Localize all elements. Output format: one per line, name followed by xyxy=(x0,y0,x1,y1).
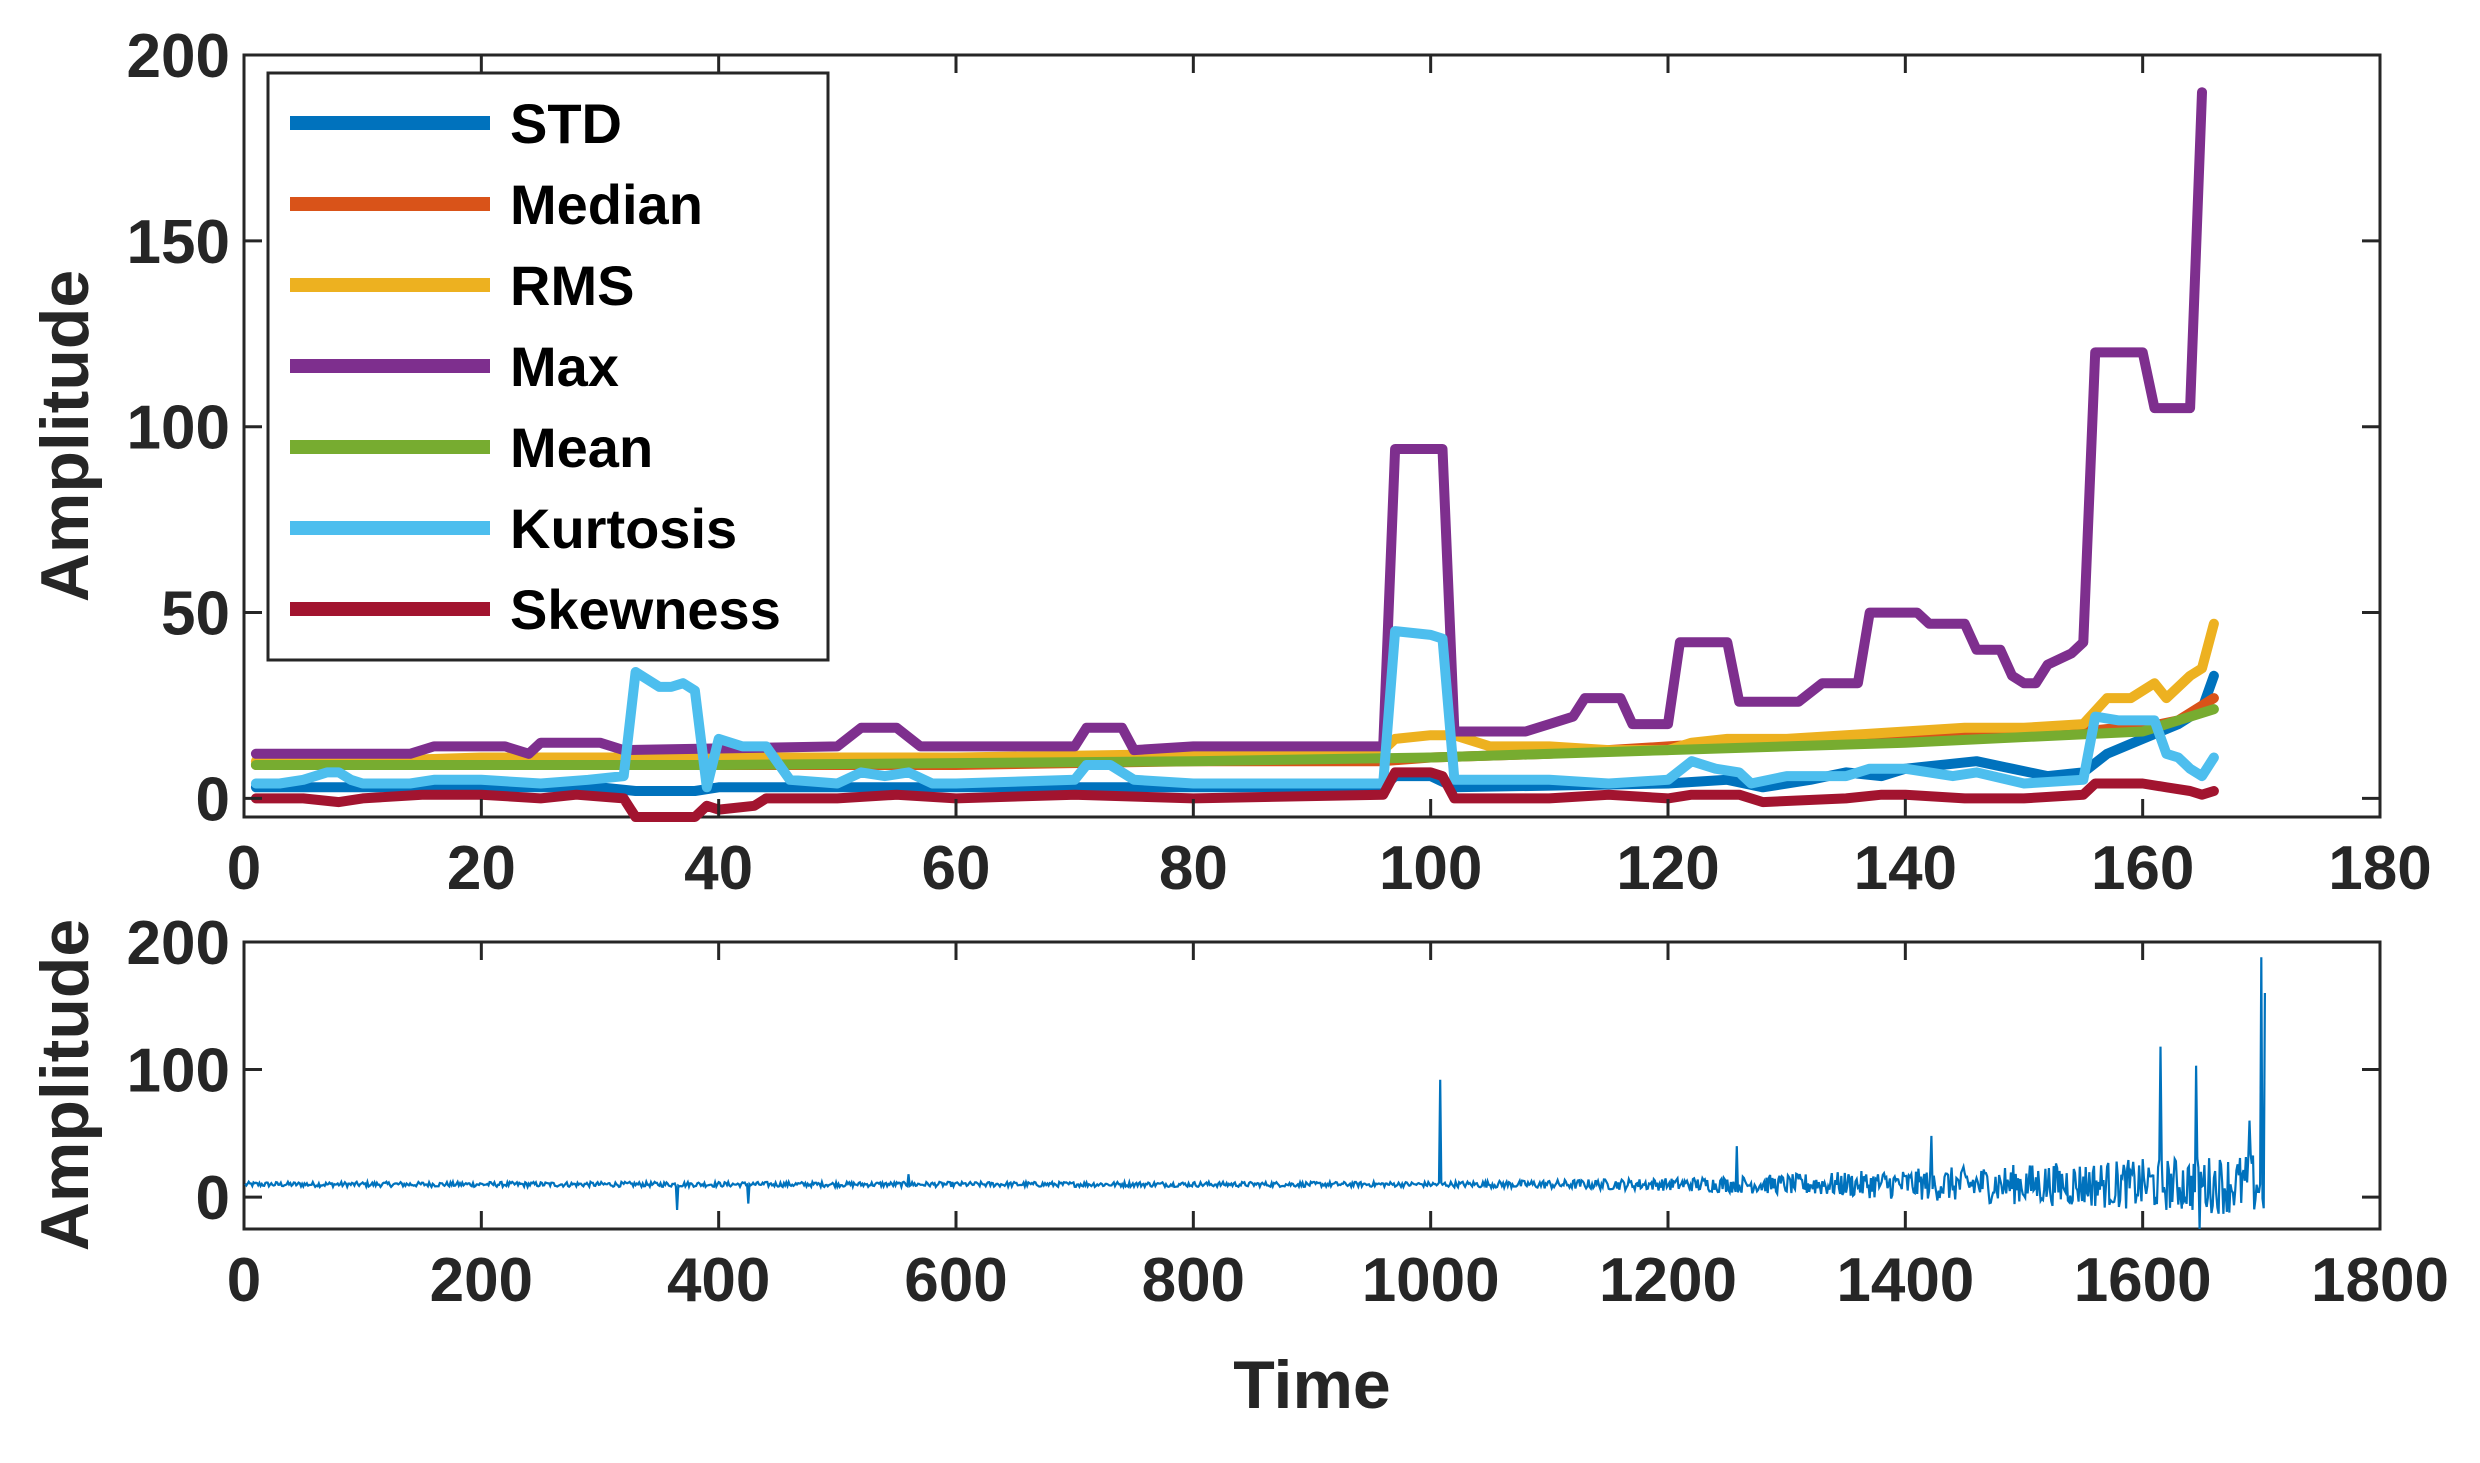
legend-item-median: Median xyxy=(290,173,703,236)
y-tick-label: 100 xyxy=(127,394,230,463)
x-tick-label: 80 xyxy=(1159,834,1228,903)
x-tick-label: 1000 xyxy=(1362,1246,1500,1315)
x-tick-label: 1600 xyxy=(2074,1246,2212,1315)
y-tick-label: 200 xyxy=(127,909,230,978)
x-tick-label: 800 xyxy=(1142,1246,1245,1315)
legend-label-kurtosis: Kurtosis xyxy=(510,497,737,560)
top-series-group xyxy=(250,87,2219,822)
legend-item-std: STD xyxy=(290,92,622,155)
series-line-max xyxy=(250,87,2207,759)
bottom-series-group xyxy=(244,957,2266,1230)
x-tick-label: 0 xyxy=(227,1246,261,1315)
x-tick-label: 1800 xyxy=(2311,1246,2449,1315)
legend-item-skewness: Skewness xyxy=(290,578,781,641)
legend-label-median: Median xyxy=(510,173,703,236)
y-tick-label: 150 xyxy=(127,208,230,277)
legend-label-rms: RMS xyxy=(510,254,634,317)
legend-label-std: STD xyxy=(510,92,622,155)
x-tick-label: 200 xyxy=(430,1246,533,1315)
top-y-axis-label: Amplitude xyxy=(27,270,103,602)
bottom-axes: 0 200 400 600 800 1000 1200 1400 1600 1800 0 100 200… xyxy=(27,909,2449,1423)
series-line-rms xyxy=(250,618,2219,767)
legend-item-max: Max xyxy=(290,335,619,398)
y-tick-label: 0 xyxy=(196,765,230,834)
x-tick-label: 60 xyxy=(922,834,991,903)
y-tick-label: 200 xyxy=(127,22,230,91)
y-tick-label: 50 xyxy=(161,580,230,649)
legend-item-kurtosis: Kurtosis xyxy=(290,497,737,560)
y-tick-label: 0 xyxy=(196,1164,230,1233)
top-ticks: 0 20 40 60 80 100 120 140 160 180 0 50 100 150 200 xyxy=(127,22,2432,903)
x-tick-label: 40 xyxy=(684,834,753,903)
x-tick-label: 0 xyxy=(227,834,261,903)
top-axes: 0 20 40 60 80 100 120 140 160 180 0 50 100 150 200 Amp… xyxy=(27,22,2432,903)
legend: STD Median RMS Max Mean Kurtosis xyxy=(266,71,830,662)
x-tick-label: 600 xyxy=(904,1246,1007,1315)
x-tick-label: 140 xyxy=(1854,834,1957,903)
x-tick-label: 120 xyxy=(1616,834,1719,903)
series-line-mean xyxy=(250,704,2219,770)
legend-label-skewness: Skewness xyxy=(510,578,781,641)
legend-label-mean: Mean xyxy=(510,416,653,479)
x-tick-label: 180 xyxy=(2328,834,2431,903)
bottom-y-axis-label: Amplitude xyxy=(27,919,103,1251)
series-line-skewness xyxy=(250,767,2219,822)
x-tick-label: 20 xyxy=(447,834,516,903)
y-tick-label: 100 xyxy=(127,1037,230,1106)
x-tick-label: 160 xyxy=(2091,834,2194,903)
series-line-signal xyxy=(244,957,2266,1230)
legend-item-mean: Mean xyxy=(290,416,653,479)
legend-item-rms: RMS xyxy=(290,254,634,317)
series-line-kurtosis xyxy=(250,626,2219,793)
bottom-x-axis-label: Time xyxy=(1233,1347,1390,1423)
x-tick-label: 1200 xyxy=(1599,1246,1737,1315)
x-tick-label: 400 xyxy=(667,1246,770,1315)
x-tick-label: 1400 xyxy=(1836,1246,1974,1315)
legend-label-max: Max xyxy=(510,335,619,398)
bottom-ticks: 0 200 400 600 800 1000 1200 1400 1600 1800 0 100 200 xyxy=(127,909,2449,1315)
bottom-plot-area xyxy=(242,940,2382,1231)
x-tick-label: 100 xyxy=(1379,834,1482,903)
